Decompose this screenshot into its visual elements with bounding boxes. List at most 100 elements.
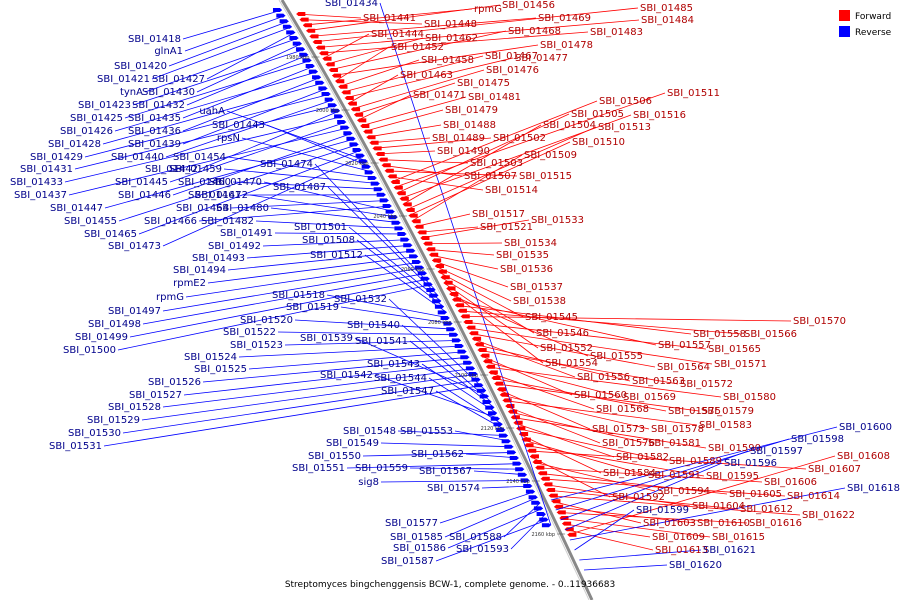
leader-line	[132, 48, 306, 106]
leader-line	[483, 360, 622, 398]
gene-label-reverse: SBI_01491	[220, 228, 273, 239]
leader-line	[262, 239, 410, 247]
leader-line	[277, 331, 459, 336]
legend-reverse-label: Reverse	[855, 28, 892, 38]
gene-label-forward: SBI_01566	[744, 329, 797, 340]
legend-forward-label: Forward	[855, 12, 891, 22]
leader-line	[569, 487, 846, 541]
leader-line	[223, 168, 380, 184]
leader-line	[477, 349, 679, 385]
leader-line	[554, 506, 696, 524]
gene-label-forward: SBI_01488	[443, 120, 496, 131]
leader-line	[363, 109, 444, 132]
gene-label-forward: SBI_01591	[648, 470, 701, 481]
gene-label-reverse: SBI_01499	[75, 332, 128, 343]
gene-label-forward: SBI_01521	[480, 222, 533, 233]
leader-line	[521, 439, 647, 476]
leader-line	[207, 256, 419, 284]
leader-line	[397, 430, 508, 436]
gene-label-forward: SBI_01607	[808, 464, 861, 475]
leader-line	[347, 74, 399, 104]
gene-label-forward: SBI_01612	[740, 504, 793, 515]
leader-line	[238, 345, 464, 358]
gene-label-reverse: SBI_01439	[128, 139, 181, 150]
gene-label-reverse: SBI_01586	[393, 543, 446, 554]
leader-line	[473, 470, 527, 476]
gene-label-reverse: SBI_01428	[48, 139, 101, 150]
gene-label-reverse: SBI_01540	[347, 320, 400, 331]
leader-line	[543, 484, 691, 507]
gene-label-reverse: SBI_01520	[240, 315, 293, 326]
leader-line	[513, 422, 615, 458]
gene-label-reverse: SBI_01465	[84, 229, 137, 240]
gene-label-reverse: SBI_01621	[703, 545, 756, 556]
gene-label-forward: SBI_01448	[424, 19, 477, 30]
gene-label-forward: SBI_01489	[432, 133, 485, 144]
gene-label-forward: SBI_01513	[598, 122, 651, 133]
leader-line	[465, 453, 519, 459]
leader-line	[122, 379, 481, 434]
gene-label-reverse: SBI_01525	[194, 364, 247, 375]
gene-label-reverse: SBI_01593	[456, 544, 509, 555]
leader-line	[309, 17, 537, 37]
gene-mark-reverse	[541, 523, 551, 528]
gene-label-reverse: SBI_01492	[208, 241, 261, 252]
leader-line	[380, 480, 530, 483]
gene-label-forward: SBI_01571	[714, 359, 767, 370]
legend-forward-swatch	[839, 10, 850, 21]
gene-label-reverse: SBI_01523	[230, 340, 283, 351]
gene-mark-forward	[499, 392, 509, 397]
gene-mark-forward	[408, 213, 418, 218]
leader-line	[503, 502, 541, 538]
gene-label-reverse: SBI_01426	[60, 126, 113, 137]
gene-label-forward: SBI_01605	[729, 489, 782, 500]
gene-mark-forward	[405, 208, 415, 212]
gene-label-reverse: SBI_01577	[385, 518, 438, 529]
leader-line	[565, 462, 723, 531]
gene-label-forward: SBI_01546	[536, 328, 589, 339]
gene-label-reverse: rpmE2	[173, 278, 206, 289]
leader-line	[226, 110, 368, 162]
leader-line	[443, 282, 539, 349]
gene-label-forward: SBI_01594	[657, 486, 710, 497]
gene-label-forward: SBI_01468	[508, 26, 561, 37]
gene-label-forward: SBI_01572	[680, 379, 733, 390]
gene-label-forward: rpmG	[474, 4, 502, 15]
leader-line	[447, 508, 544, 549]
leader-line	[372, 137, 492, 149]
gene-mark-forward	[508, 409, 518, 414]
leader-line	[322, 33, 370, 60]
leader-line	[402, 124, 542, 205]
gene-label-reverse: SBI_01574	[427, 483, 480, 494]
gene-label-reverse: SBI_01518	[272, 290, 325, 301]
gene-label-forward: SBI_01533	[531, 215, 584, 226]
leader-line	[454, 430, 511, 442]
gene-label-forward: SBI_01534	[504, 238, 557, 249]
leader-line	[437, 271, 524, 318]
leader-line	[579, 549, 702, 561]
gene-label-forward: SBI_01614	[787, 491, 840, 502]
gene-label-reverse: SBI_01562	[411, 449, 464, 460]
leader-line	[151, 26, 293, 80]
leader-line	[555, 438, 790, 511]
gene-label-forward: SBI_01569	[623, 392, 676, 403]
gene-mark-reverse	[528, 495, 538, 500]
gene-label-reverse: SBI_01473	[108, 241, 161, 252]
leader-line	[364, 254, 447, 313]
gene-label-reverse: rpsN	[217, 133, 240, 144]
gene-label-forward: SBI_01504	[543, 120, 596, 131]
gene-label-forward: SBI_01490	[437, 146, 490, 157]
gene-label-reverse: SBI_01532	[334, 294, 387, 305]
gene-label-reverse: SBI_01446	[118, 190, 171, 201]
leader-line	[393, 92, 666, 188]
leader-line	[516, 428, 668, 462]
leader-line	[162, 267, 424, 312]
gene-label-reverse: SBI_01418	[128, 34, 181, 45]
gene-mark-reverse	[340, 125, 350, 130]
leader-line	[314, 163, 436, 291]
leader-line	[466, 327, 713, 365]
gene-label-reverse: SBI_01524	[184, 352, 237, 363]
genome-backbone	[280, 0, 594, 600]
leader-line	[168, 20, 289, 67]
